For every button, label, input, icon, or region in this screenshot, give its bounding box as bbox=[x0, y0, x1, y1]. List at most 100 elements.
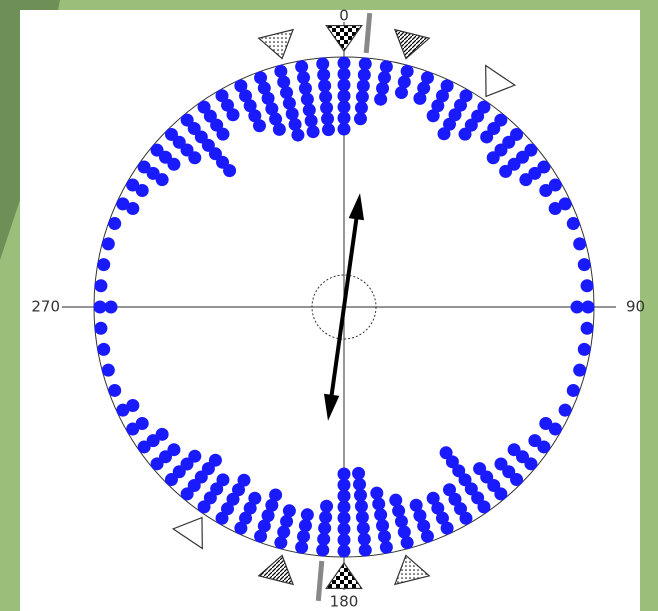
dot-stack bbox=[94, 322, 107, 335]
dot bbox=[539, 184, 552, 197]
dot-stack bbox=[567, 217, 580, 230]
dot-stack bbox=[559, 404, 572, 417]
dot bbox=[108, 384, 121, 397]
dot bbox=[427, 492, 440, 505]
dot bbox=[295, 60, 308, 73]
dot bbox=[410, 499, 423, 512]
dot bbox=[216, 473, 229, 486]
dot bbox=[216, 128, 229, 141]
dot bbox=[508, 443, 521, 456]
dot bbox=[378, 71, 391, 84]
dot bbox=[227, 108, 240, 121]
dot bbox=[299, 82, 312, 95]
dot bbox=[571, 301, 584, 314]
dot bbox=[380, 541, 393, 554]
dot bbox=[376, 82, 389, 95]
angle-label: 90 bbox=[626, 298, 645, 316]
dot bbox=[549, 202, 562, 215]
dot bbox=[487, 151, 500, 164]
dot bbox=[581, 322, 594, 335]
dot bbox=[248, 492, 261, 505]
dot bbox=[94, 322, 107, 335]
dot bbox=[303, 104, 316, 117]
dot bbox=[380, 60, 393, 73]
dot-stack bbox=[97, 258, 110, 271]
dot bbox=[427, 109, 440, 122]
dot-stack bbox=[108, 217, 121, 230]
angle-label: 270 bbox=[31, 298, 60, 316]
dot-stack bbox=[94, 279, 107, 292]
dot bbox=[338, 468, 351, 481]
marker-line bbox=[318, 561, 321, 601]
dot bbox=[305, 114, 318, 127]
dot bbox=[378, 530, 391, 543]
dot bbox=[188, 450, 201, 463]
dot bbox=[253, 119, 266, 132]
dot bbox=[573, 237, 586, 250]
dot bbox=[443, 483, 456, 496]
dot bbox=[126, 202, 139, 215]
dot bbox=[301, 93, 314, 106]
dot bbox=[322, 123, 335, 136]
dot bbox=[573, 364, 586, 377]
dot-stack bbox=[581, 279, 594, 292]
dot-stack bbox=[578, 258, 591, 271]
dot bbox=[499, 165, 512, 178]
dot bbox=[578, 258, 591, 271]
dot bbox=[578, 343, 591, 356]
dot bbox=[299, 519, 312, 532]
dot bbox=[273, 123, 286, 136]
dot bbox=[297, 71, 310, 84]
dot bbox=[102, 237, 115, 250]
dot bbox=[269, 488, 282, 501]
dot bbox=[473, 462, 486, 475]
dot bbox=[567, 217, 580, 230]
dot bbox=[126, 399, 139, 412]
dot-stack bbox=[108, 384, 121, 397]
dot bbox=[494, 457, 507, 470]
dot bbox=[338, 123, 351, 136]
dot bbox=[320, 500, 333, 513]
dot-stack bbox=[581, 322, 594, 335]
dot bbox=[136, 417, 149, 430]
dot bbox=[567, 384, 580, 397]
dot bbox=[291, 129, 304, 142]
dot bbox=[136, 184, 149, 197]
dot bbox=[209, 454, 222, 467]
chart: 0 90 180 270 bbox=[0, 0, 658, 611]
dot bbox=[102, 364, 115, 377]
dot-stack bbox=[97, 343, 110, 356]
dot-stack bbox=[567, 384, 580, 397]
dot bbox=[374, 508, 387, 521]
dot bbox=[389, 494, 402, 507]
dot bbox=[480, 130, 493, 143]
dot bbox=[156, 173, 169, 186]
dot bbox=[188, 151, 201, 164]
angle-label: 180 bbox=[330, 593, 359, 611]
dot bbox=[370, 487, 383, 500]
dot-stack bbox=[102, 237, 115, 250]
dot bbox=[376, 519, 389, 532]
dot bbox=[301, 508, 314, 521]
dot-stack bbox=[573, 237, 586, 250]
dot bbox=[97, 258, 110, 271]
dot bbox=[283, 504, 296, 517]
dot bbox=[374, 93, 387, 106]
dot bbox=[156, 428, 169, 441]
dot bbox=[372, 497, 385, 510]
dot bbox=[438, 127, 451, 140]
dot bbox=[354, 112, 367, 125]
dot bbox=[295, 541, 308, 554]
dot bbox=[440, 446, 453, 459]
dot bbox=[581, 279, 594, 292]
angle-label: 0 bbox=[339, 7, 349, 25]
marker-line bbox=[366, 13, 369, 53]
dot bbox=[459, 128, 472, 141]
dot bbox=[223, 164, 236, 177]
dot bbox=[352, 467, 365, 480]
dot bbox=[108, 217, 121, 230]
dot-stack bbox=[578, 343, 591, 356]
dot bbox=[97, 343, 110, 356]
dot-stack bbox=[573, 364, 586, 377]
dot bbox=[559, 404, 572, 417]
